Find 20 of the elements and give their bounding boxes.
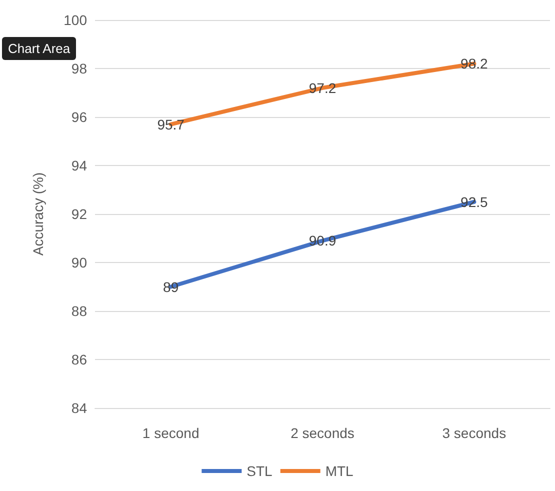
y-tick-label: 84 [71,400,88,416]
text: Chart Area [2,37,76,60]
y-tick-label: 98 [71,60,88,76]
legend-label: MTL [325,463,354,479]
y-tick-label: 100 [64,12,88,28]
x-tick-label: 1 second [142,425,200,441]
legend-label: STL [246,463,273,479]
data-label: 92.5 [460,194,488,210]
y-axis-title: Accuracy (%) [30,172,46,256]
data-label: 98.2 [460,56,488,72]
y-tick-label: 92 [71,206,88,222]
x-tick-label: 3 seconds [442,425,506,441]
y-tick-label: 88 [71,303,88,319]
y-tick-label: 90 [71,254,88,270]
data-label: 95.7 [157,116,185,132]
y-tick-label: 86 [71,352,88,368]
data-label: 90.9 [308,232,336,249]
y-tick-label: 94 [71,158,88,174]
y-tick-label: 96 [71,109,88,125]
x-tick-label: 2 seconds [290,425,354,441]
